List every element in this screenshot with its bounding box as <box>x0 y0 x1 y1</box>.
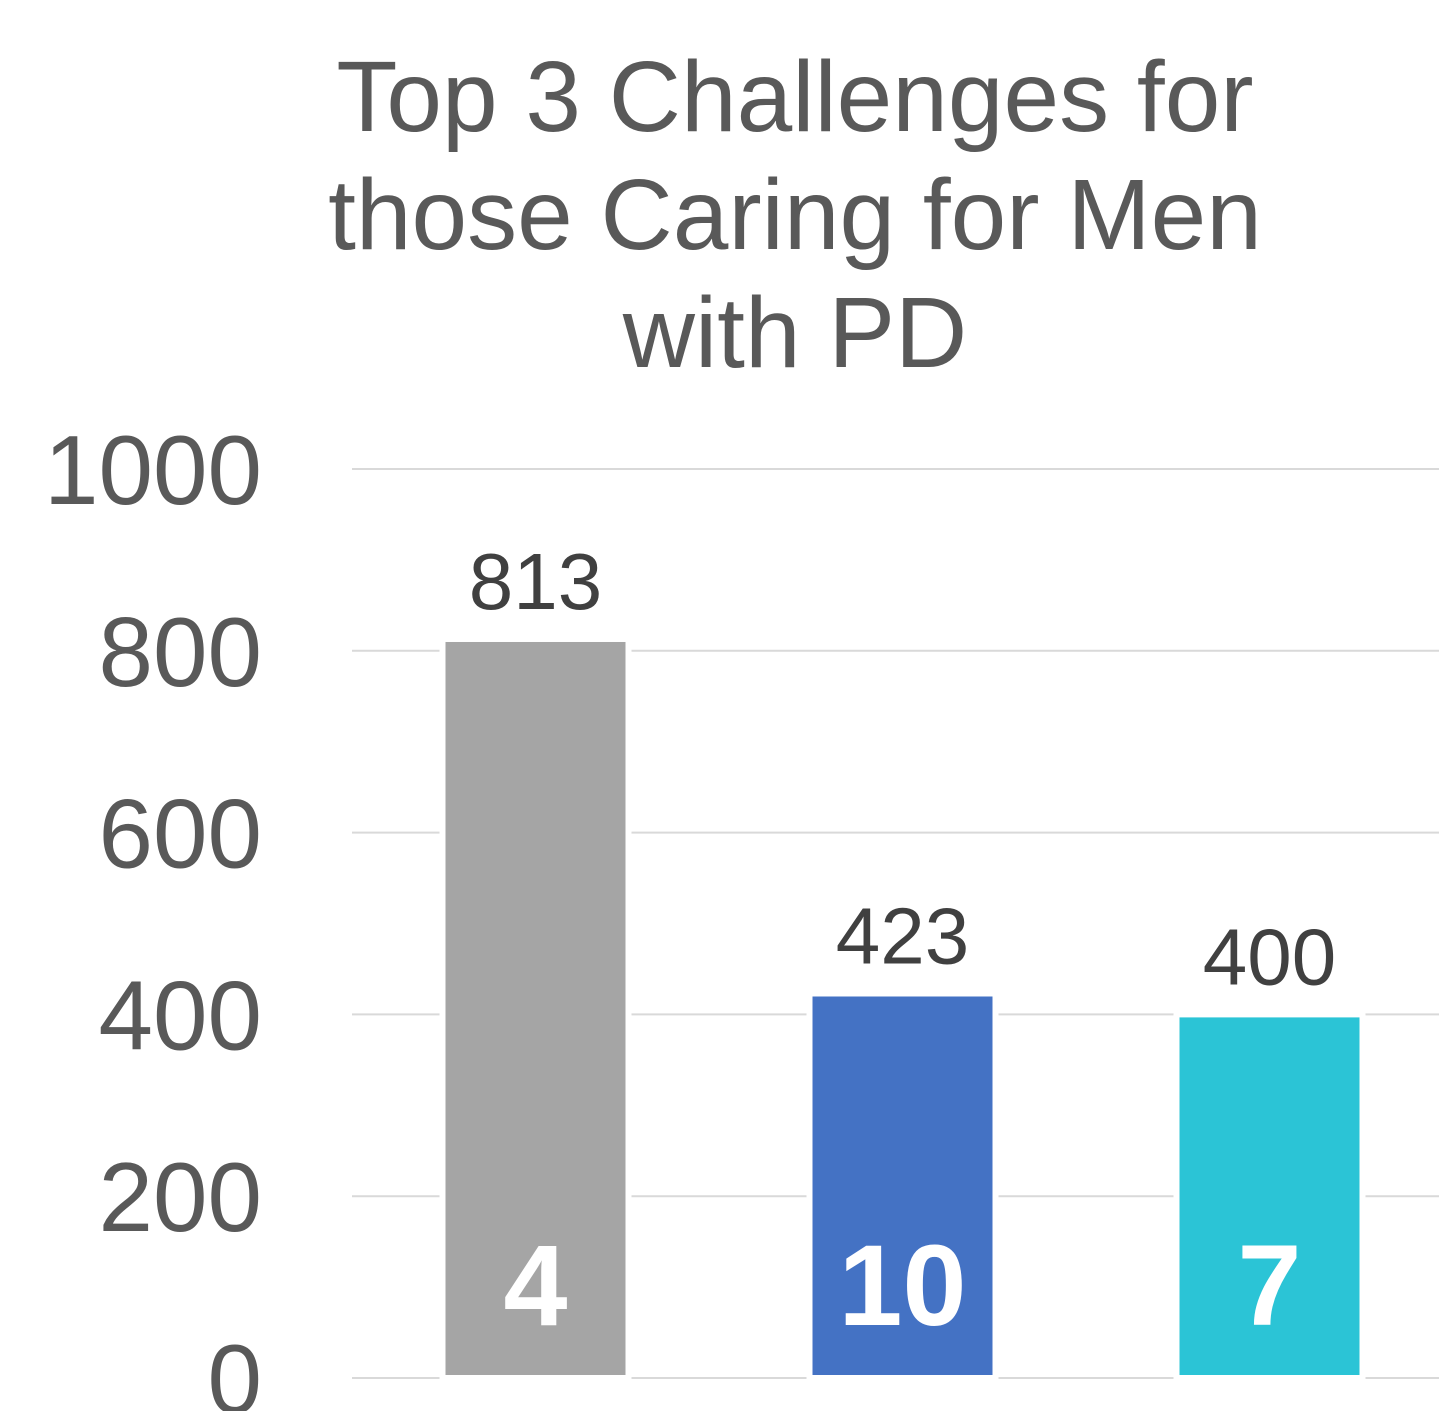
y-tick-label: 800 <box>98 597 262 707</box>
bar <box>1173 1011 1366 1382</box>
x-tick-label: 4 <box>504 1222 568 1350</box>
y-tick-label: 200 <box>98 1142 262 1252</box>
bar <box>439 635 632 1381</box>
y-tick-label: 400 <box>98 960 262 1070</box>
data-label: 400 <box>1203 912 1336 1001</box>
data-label: 423 <box>836 891 969 980</box>
chart-title: Top 3 Challenges for those Caring for Me… <box>328 41 1262 389</box>
x-tick-label: 7 <box>1238 1222 1302 1350</box>
bar <box>806 990 999 1381</box>
y-tick-label: 1000 <box>44 415 262 525</box>
y-tick-label: 0 <box>207 1324 262 1411</box>
data-label: 813 <box>469 537 602 626</box>
x-tick-label: 10 <box>839 1222 967 1350</box>
y-tick-label: 600 <box>98 779 262 889</box>
